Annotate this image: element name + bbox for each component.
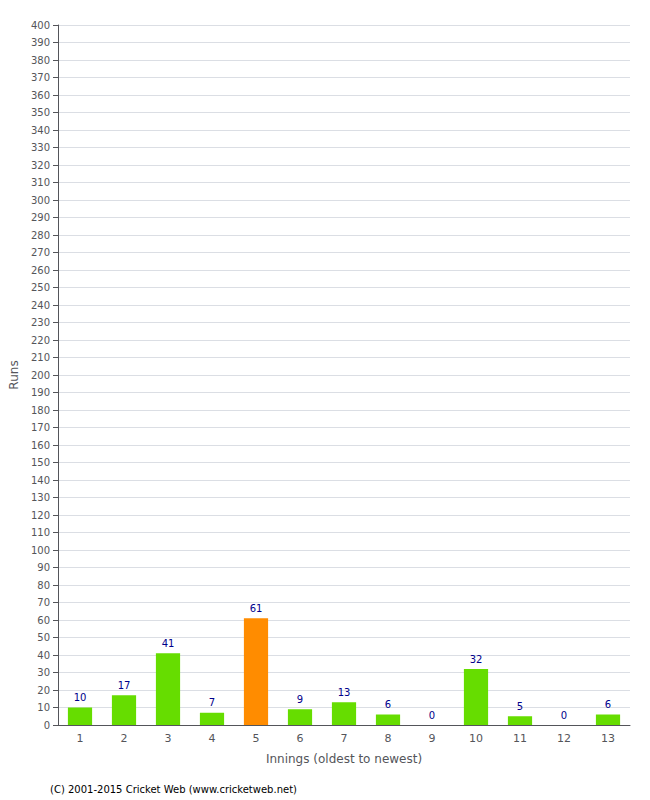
svg-text:110: 110 xyxy=(31,527,50,538)
svg-text:5: 5 xyxy=(517,701,523,712)
svg-text:10: 10 xyxy=(469,732,483,745)
svg-text:230: 230 xyxy=(31,317,50,328)
svg-text:7: 7 xyxy=(209,697,215,708)
svg-text:40: 40 xyxy=(37,650,50,661)
svg-text:400: 400 xyxy=(31,20,50,31)
svg-text:9: 9 xyxy=(297,694,303,705)
svg-text:5: 5 xyxy=(253,732,260,745)
svg-text:17: 17 xyxy=(118,680,131,691)
svg-text:50: 50 xyxy=(37,632,50,643)
svg-text:8: 8 xyxy=(385,732,392,745)
svg-text:160: 160 xyxy=(31,440,50,451)
svg-text:380: 380 xyxy=(31,55,50,66)
svg-text:220: 220 xyxy=(31,335,50,346)
svg-text:360: 360 xyxy=(31,90,50,101)
svg-text:32: 32 xyxy=(470,654,483,665)
svg-text:310: 310 xyxy=(31,177,50,188)
svg-text:90: 90 xyxy=(37,562,50,573)
svg-text:120: 120 xyxy=(31,510,50,521)
svg-text:60: 60 xyxy=(37,615,50,626)
svg-text:10: 10 xyxy=(37,702,50,713)
svg-text:13: 13 xyxy=(338,687,351,698)
svg-text:100: 100 xyxy=(31,545,50,556)
svg-text:80: 80 xyxy=(37,580,50,591)
svg-text:250: 250 xyxy=(31,282,50,293)
svg-text:180: 180 xyxy=(31,405,50,416)
svg-text:370: 370 xyxy=(31,72,50,83)
svg-text:130: 130 xyxy=(31,492,50,503)
svg-text:6: 6 xyxy=(385,699,391,710)
svg-text:10: 10 xyxy=(74,692,87,703)
svg-text:190: 190 xyxy=(31,387,50,398)
svg-text:340: 340 xyxy=(31,125,50,136)
svg-text:61: 61 xyxy=(250,603,263,614)
svg-text:200: 200 xyxy=(31,370,50,381)
svg-text:4: 4 xyxy=(209,732,216,745)
svg-text:210: 210 xyxy=(31,352,50,363)
svg-text:150: 150 xyxy=(31,457,50,468)
svg-text:6: 6 xyxy=(297,732,304,745)
svg-text:7: 7 xyxy=(341,732,348,745)
svg-text:30: 30 xyxy=(37,667,50,678)
svg-text:300: 300 xyxy=(31,195,50,206)
svg-text:140: 140 xyxy=(31,475,50,486)
svg-text:12: 12 xyxy=(557,732,571,745)
svg-text:260: 260 xyxy=(31,265,50,276)
svg-text:20: 20 xyxy=(37,685,50,696)
svg-text:0: 0 xyxy=(44,720,50,731)
svg-text:(C) 2001-2015 Cricket Web (www: (C) 2001-2015 Cricket Web (www.cricketwe… xyxy=(50,784,297,795)
svg-text:Runs: Runs xyxy=(7,360,21,389)
svg-text:41: 41 xyxy=(162,638,175,649)
svg-text:13: 13 xyxy=(601,732,615,745)
svg-text:6: 6 xyxy=(605,699,611,710)
svg-text:280: 280 xyxy=(31,230,50,241)
svg-text:Innings (oldest to newest): Innings (oldest to newest) xyxy=(266,752,422,766)
svg-text:2: 2 xyxy=(121,732,128,745)
svg-text:240: 240 xyxy=(31,300,50,311)
svg-text:350: 350 xyxy=(31,107,50,118)
svg-text:330: 330 xyxy=(31,142,50,153)
svg-text:0: 0 xyxy=(561,710,567,721)
svg-text:1: 1 xyxy=(77,732,84,745)
svg-text:390: 390 xyxy=(31,37,50,48)
svg-text:290: 290 xyxy=(31,212,50,223)
svg-text:170: 170 xyxy=(31,422,50,433)
svg-text:70: 70 xyxy=(37,597,50,608)
svg-text:270: 270 xyxy=(31,247,50,258)
svg-text:0: 0 xyxy=(429,710,435,721)
svg-text:11: 11 xyxy=(513,732,527,745)
svg-text:3: 3 xyxy=(165,732,172,745)
svg-text:320: 320 xyxy=(31,160,50,171)
svg-text:9: 9 xyxy=(429,732,436,745)
